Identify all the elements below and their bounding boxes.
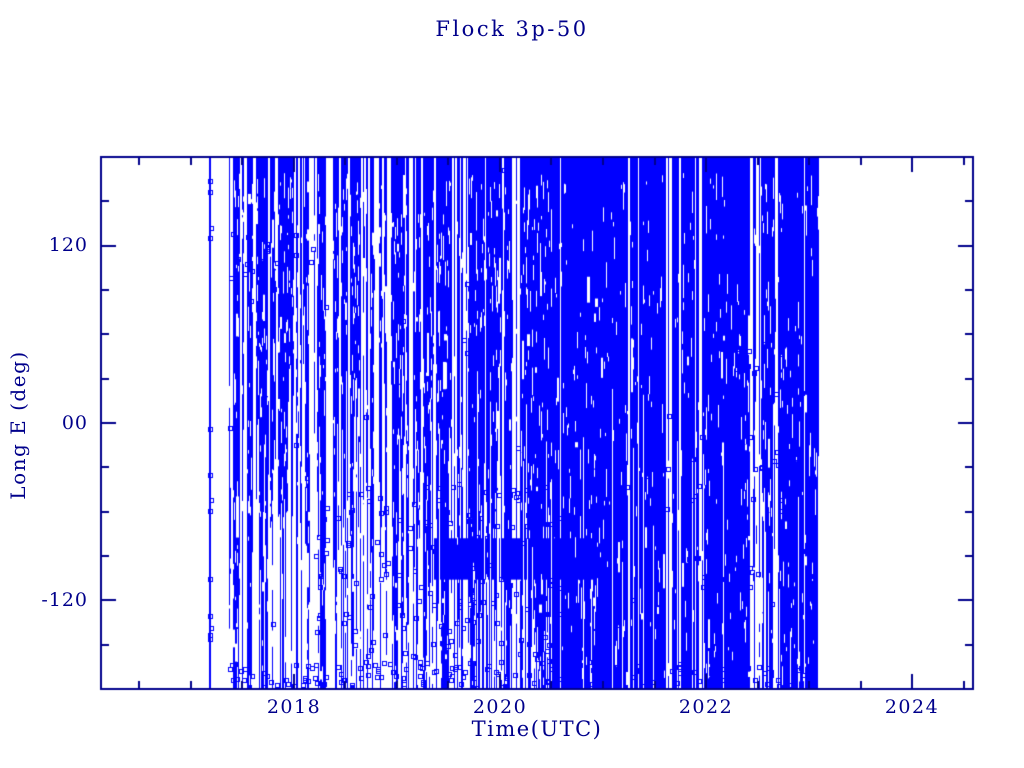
x-tick-label-2018: 2018 bbox=[266, 696, 322, 718]
x-axis-label: Time(UTC) bbox=[471, 717, 603, 741]
x-tick-label-2024: 2024 bbox=[884, 696, 940, 718]
y-axis-label: Long E (deg) bbox=[6, 350, 30, 500]
x-tick-label-2020: 2020 bbox=[472, 696, 528, 718]
y-tick-label-neg-120: -120 bbox=[41, 589, 88, 611]
y-tick-label-00: 00 bbox=[61, 412, 88, 434]
x-tick-label-2022: 2022 bbox=[678, 696, 734, 718]
y-tick-label-120: 120 bbox=[48, 234, 88, 256]
chart-title: Flock 3p-50 bbox=[435, 17, 589, 41]
